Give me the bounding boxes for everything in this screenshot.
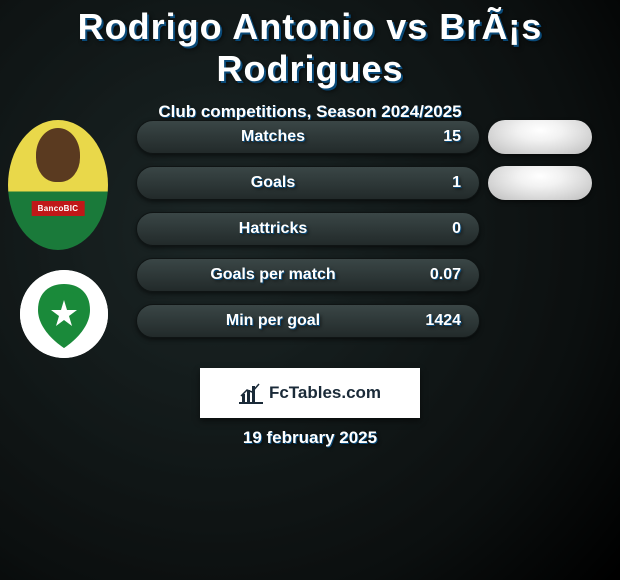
stat-label: Goals per match — [210, 266, 335, 284]
player2-pill — [488, 120, 592, 154]
player1-sponsor: BancoBIC — [32, 201, 85, 216]
club-initials: SCC — [53, 286, 74, 297]
stat-value: 15 — [391, 128, 461, 146]
page-title: Rodrigo Antonio vs BrÃ¡s Rodrigues — [0, 0, 620, 90]
stat-row: Hattricks 0 — [136, 212, 480, 246]
site-logo: FcTables.com — [200, 368, 420, 418]
site-logo-text: FcTables.com — [269, 383, 381, 403]
stat-row: Goals 1 — [136, 166, 480, 200]
stat-value: 1424 — [391, 312, 461, 330]
stat-row: Matches 15 — [136, 120, 480, 154]
stat-label: Hattricks — [239, 220, 307, 238]
player1-column: BancoBIC SCC — [8, 120, 128, 358]
stats-list: Matches 15 Goals 1 Hattricks 0 Goals per… — [136, 120, 480, 350]
stat-row: Min per goal 1424 — [136, 304, 480, 338]
page-subtitle: Club competitions, Season 2024/2025 — [0, 102, 620, 122]
stat-label: Matches — [241, 128, 305, 146]
player1-club-badge: SCC — [20, 270, 108, 358]
stat-label: Goals — [251, 174, 295, 192]
stat-row: Goals per match 0.07 — [136, 258, 480, 292]
player2-column — [488, 120, 608, 212]
player2-pill — [488, 166, 592, 200]
stat-value: 1 — [391, 174, 461, 192]
player1-avatar: BancoBIC — [8, 120, 108, 250]
snapshot-date: 19 february 2025 — [0, 428, 620, 448]
bar-chart-icon — [239, 382, 263, 404]
stat-value: 0 — [391, 220, 461, 238]
stat-label: Min per goal — [226, 312, 320, 330]
stat-value: 0.07 — [391, 266, 461, 284]
